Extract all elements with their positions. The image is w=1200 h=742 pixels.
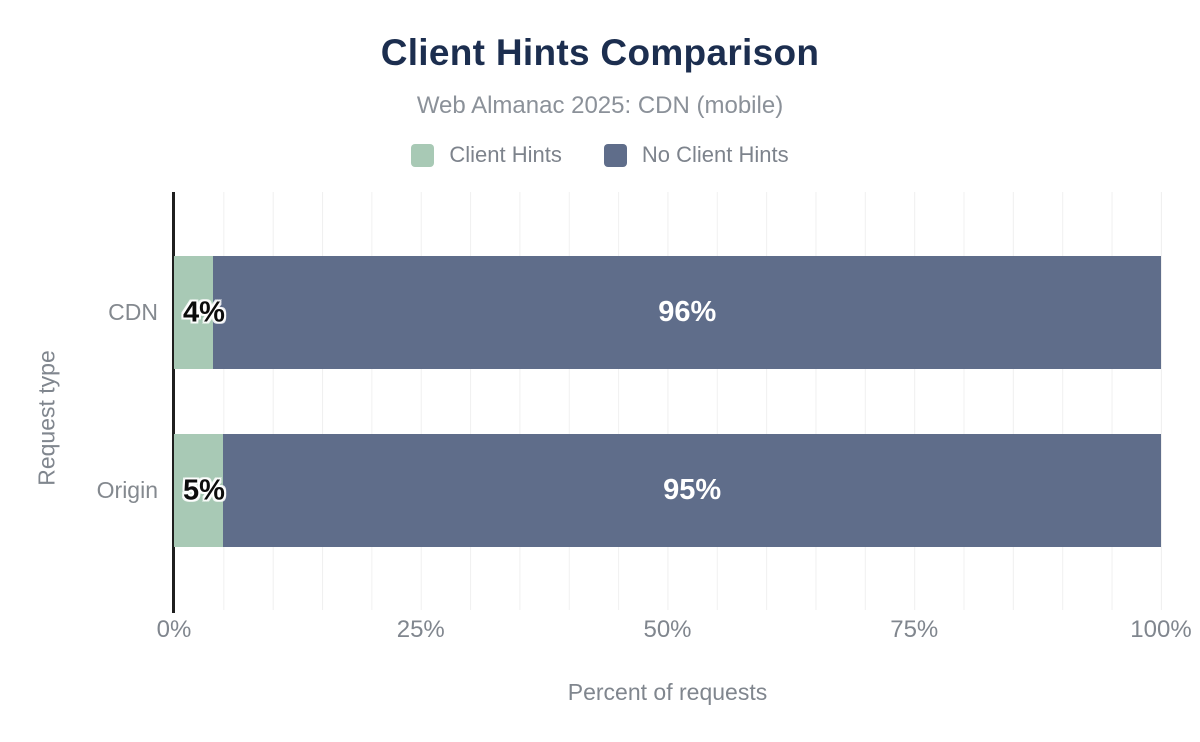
- plot-area: 4% 96% 5% 95%: [172, 192, 1162, 613]
- category-label-origin: Origin: [96, 477, 158, 503]
- legend-item-client-hints[interactable]: Client Hints: [411, 142, 562, 168]
- bar-segment-origin-no-client-hints[interactable]: 95%: [223, 434, 1161, 547]
- x-tick-0: 0%: [156, 616, 192, 643]
- y-axis-line: [172, 192, 175, 613]
- x-tick-100: 100%: [1130, 616, 1192, 643]
- bar-segment-origin-client-hints[interactable]: 5%: [174, 434, 225, 547]
- bar-segment-cdn-no-client-hints[interactable]: 96%: [213, 256, 1161, 369]
- x-axis-ticks: 0% 25% 50% 75% 100%: [157, 616, 1192, 646]
- y-axis-title: Request type: [33, 350, 60, 486]
- legend-label-no-client-hints: No Client Hints: [641, 142, 789, 167]
- bar-value-label-origin-no-client-hints: 95%: [663, 474, 722, 506]
- legend-item-no-client-hints[interactable]: No Client Hints: [603, 142, 789, 168]
- bar-value-label-cdn-client-hints: 4%: [183, 296, 225, 328]
- bar-value-label-origin-client-hints: 5%: [183, 474, 225, 506]
- category-label-cdn: CDN: [108, 299, 158, 325]
- legend-swatch-no-client-hints: [603, 143, 627, 167]
- legend-label-client-hints: Client Hints: [449, 142, 562, 167]
- x-axis-title: Percent of requests: [567, 679, 768, 705]
- x-tick-50: 50%: [643, 616, 692, 643]
- chart-subtitle: Web Almanac 2025: CDN (mobile): [416, 92, 784, 119]
- bar-segment-cdn-client-hints[interactable]: 4%: [174, 256, 225, 369]
- bar-row-origin: 5% 95%: [174, 434, 1161, 547]
- chart-title: Client Hints Comparison: [380, 32, 820, 73]
- bar-row-cdn: 4% 96%: [174, 256, 1161, 369]
- x-tick-25: 25%: [396, 616, 445, 643]
- legend-swatch-client-hints: [411, 143, 435, 167]
- x-tick-75: 75%: [890, 616, 939, 643]
- legend: Client Hints No Client Hints: [0, 142, 1200, 168]
- bar-value-label-cdn-no-client-hints: 96%: [658, 296, 717, 328]
